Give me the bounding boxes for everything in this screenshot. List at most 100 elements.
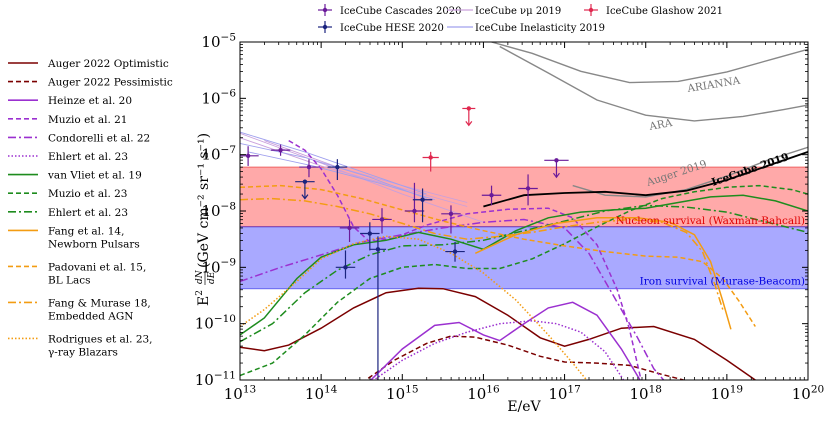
- legend-left-item-3: Muzio et al. 21: [8, 114, 128, 126]
- x-tick-label-5: 1018: [629, 383, 661, 403]
- data-point-marker: [379, 217, 385, 222]
- data-point-3: [339, 219, 360, 242]
- legend-top-item-3: IceCube Inelasticity 2019: [447, 23, 605, 34]
- legend-marker-dot: [588, 7, 594, 13]
- legend-left-label: Muzio et al. 23: [48, 188, 128, 200]
- data-point-marker: [343, 265, 348, 270]
- data-point-1: [270, 144, 291, 156]
- icecube-line-2: [264, 140, 468, 203]
- legend-left-label-2: γ-ray Blazars: [48, 346, 118, 358]
- model-curve-0: [240, 287, 757, 380]
- legend-marker-dot: [322, 24, 328, 30]
- band-label-iron: Iron survival (Murase-Beacom): [640, 276, 805, 288]
- band-label-nucleon: Nucleon survival (Waxman-Bahcall): [615, 215, 805, 227]
- model-curve-4: [240, 218, 665, 380]
- legend-top-label: IceCube νμ 2019: [475, 6, 561, 17]
- icecube-line-5: [248, 151, 435, 201]
- model-curve-10: [240, 184, 756, 327]
- y-tick-label-2: 10−9: [201, 257, 236, 277]
- data-point-marker: [278, 147, 283, 153]
- label-ara: ARA: [647, 117, 673, 133]
- model-curve-3: [288, 139, 642, 380]
- model-curve-5: [372, 320, 625, 380]
- x-tick-label-0: 1013: [224, 383, 256, 403]
- legend-left-item-7: Muzio et al. 23: [8, 188, 128, 200]
- data-point-7: [481, 185, 502, 206]
- legend-left-item-0: Auger 2022 Optimistic: [8, 58, 169, 70]
- data-point-ul-arrow: [301, 194, 309, 200]
- legend-top-label: IceCube HESE 2020: [340, 23, 444, 34]
- data-point-ul-arrow: [552, 172, 560, 179]
- y-tick-label-6: 10−5: [201, 31, 236, 51]
- data-point-marker: [367, 231, 373, 236]
- data-point-10: [295, 179, 315, 200]
- legend-left-label: Ehlert et al. 23: [48, 151, 128, 163]
- data-point-0: [240, 146, 259, 166]
- model-curve-7: [240, 184, 808, 377]
- data-point-13: [360, 222, 380, 251]
- legend-left-label-2: BL Lacs: [48, 274, 91, 286]
- x-tick-label-7: 1020: [792, 383, 824, 403]
- data-point-14: [369, 236, 387, 380]
- x-tick-label-4: 1017: [548, 383, 580, 403]
- legend-left-label: Heinze et al. 20: [48, 95, 132, 107]
- data-point-marker: [452, 249, 458, 254]
- legend-top-item-1: IceCube HESE 2020: [318, 21, 444, 34]
- legend-top-item-0: IceCube Cascades 2020: [318, 4, 461, 17]
- legend-left-item-9: Fang et al. 14,Newborn Pulsars: [8, 225, 140, 250]
- y-axis-label-main: E2: [195, 290, 212, 306]
- legend-left-label-2: Embedded AGN: [48, 310, 133, 322]
- data-point-marker: [412, 208, 417, 214]
- y-tick-label-0: 10−11: [195, 369, 236, 389]
- legend-left-label-2: Newborn Pulsars: [48, 238, 140, 250]
- sensitivity-curve-3: [483, 151, 808, 208]
- sensitivity-curve-1: [499, 45, 808, 122]
- legend-top-item-2: IceCube νμ 2019: [447, 6, 561, 17]
- y-axis-label-frac-num: dN: [195, 269, 205, 284]
- sensitivity-curve-0: [491, 42, 808, 84]
- legend-left-label: van Vliet et al. 19: [47, 170, 142, 182]
- x-tick-label-1: 1014: [305, 383, 338, 403]
- data-point-11: [327, 159, 348, 181]
- y-axis-label-units: (GeV cm⁻² sr⁻¹ s⁻¹): [196, 133, 212, 268]
- legend-left-label: Condorelli et al. 22: [48, 132, 150, 144]
- legend-left-item-8: Ehlert et al. 23: [8, 207, 128, 219]
- data-point-marker: [466, 106, 472, 111]
- x-axis-label: E/eV: [507, 399, 541, 415]
- legend-marker-dot: [322, 7, 328, 13]
- data-point-marker: [554, 158, 559, 163]
- model-curve-6: [240, 194, 808, 336]
- y-tick-label-5: 10−6: [201, 88, 236, 108]
- data-point-9: [544, 158, 569, 179]
- legend-left-label: Fang et al. 14,: [48, 225, 124, 237]
- legend-left-item-10: Padovani et al. 15,BL Lacs: [8, 261, 146, 286]
- legend-top-label: IceCube Inelasticity 2019: [475, 23, 605, 34]
- data-point-marker: [489, 193, 494, 198]
- data-point-5: [404, 182, 425, 223]
- data-point-marker: [306, 164, 312, 170]
- data-point-marker: [428, 155, 433, 160]
- data-point-4: [372, 208, 392, 234]
- data-point-6: [441, 205, 461, 234]
- data-point-marker: [448, 211, 454, 217]
- y-axis-label-frac-den: dE: [207, 271, 217, 284]
- legend-left-label: Auger 2022 Optimistic: [47, 58, 169, 70]
- x-tick-label-2: 1015: [386, 383, 418, 403]
- legend-left-item-4: Condorelli et al. 22: [8, 132, 150, 144]
- legend-left-item-2: Heinze et al. 20: [8, 95, 132, 107]
- data-point-2: [299, 159, 319, 178]
- legend-left-item-12: Rodrigues et al. 23,γ-ray Blazars: [8, 333, 153, 358]
- legend-top-label: IceCube Cascades 2020: [340, 6, 461, 17]
- data-point-15: [412, 188, 433, 223]
- y-axis-label: E2 dN dE (GeV cm⁻² sr⁻¹ s⁻¹): [195, 133, 217, 306]
- y-tick-label-4: 10−7: [201, 144, 236, 164]
- legend-left-label: Padovani et al. 15,: [48, 261, 146, 273]
- model-curve-11: [240, 197, 724, 310]
- x-tick-label-3: 1016: [467, 383, 500, 403]
- data-point-marker: [347, 225, 352, 231]
- data-point-marker: [375, 247, 381, 252]
- data-point-marker: [245, 153, 251, 158]
- data-point-16: [445, 241, 465, 262]
- legend-top-label: IceCube Glashow 2021: [606, 6, 723, 17]
